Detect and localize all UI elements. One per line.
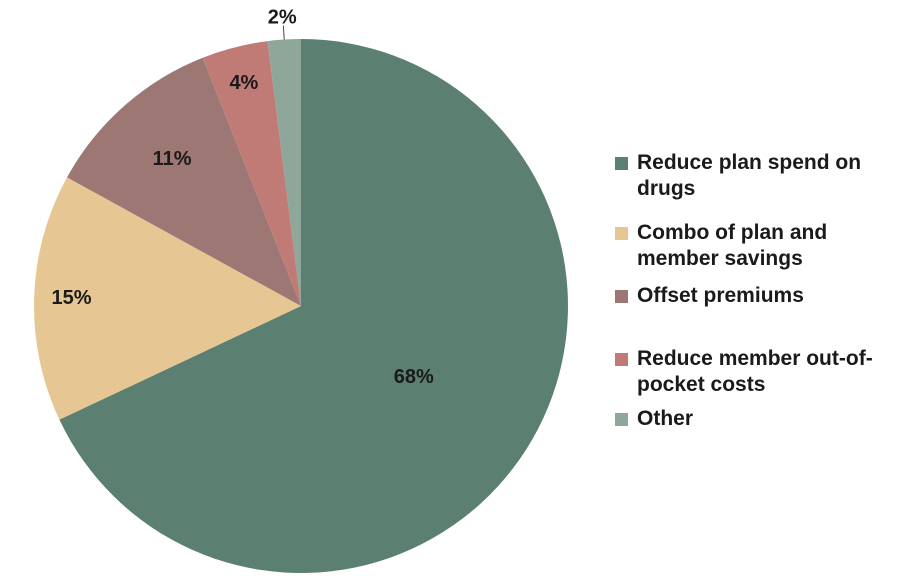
legend-label: Reduce plan spend on drugs xyxy=(637,151,862,200)
slice-value-label: 15% xyxy=(51,287,91,309)
legend-swatch xyxy=(615,227,628,240)
legend-item-combo-savings: Combo of plan and member savings xyxy=(615,220,907,272)
legend-label: Combo of plan and member savings xyxy=(637,221,828,270)
leader-line xyxy=(282,25,285,40)
legend-item-reduce-plan-spend: Reduce plan spend on drugs xyxy=(615,150,907,202)
slice-value-label: 11% xyxy=(153,148,192,170)
pie-slice xyxy=(59,39,569,573)
legend-item-reduce-member-costs: Reduce member out-of-pocket costs xyxy=(615,346,907,398)
legend-label: Reduce member out-of-pocket costs xyxy=(637,347,873,396)
legend-swatch xyxy=(615,157,628,170)
legend-item-other: Other xyxy=(615,406,907,432)
slice-value-label: 4% xyxy=(229,72,258,94)
pie-slice xyxy=(202,41,301,307)
legend-swatch xyxy=(615,290,628,303)
slice-value-label: 68% xyxy=(394,366,434,388)
legend-swatch xyxy=(615,353,628,366)
pie-slice xyxy=(34,177,301,420)
legend-label: Offset premiums xyxy=(637,284,804,307)
pie-slice xyxy=(67,57,301,306)
legend-item-offset-premiums: Offset premiums xyxy=(615,283,907,309)
slice-value-label: 2% xyxy=(268,6,297,28)
legend-swatch xyxy=(615,413,628,426)
pie-slice xyxy=(267,39,301,306)
legend-label: Other xyxy=(637,407,694,430)
